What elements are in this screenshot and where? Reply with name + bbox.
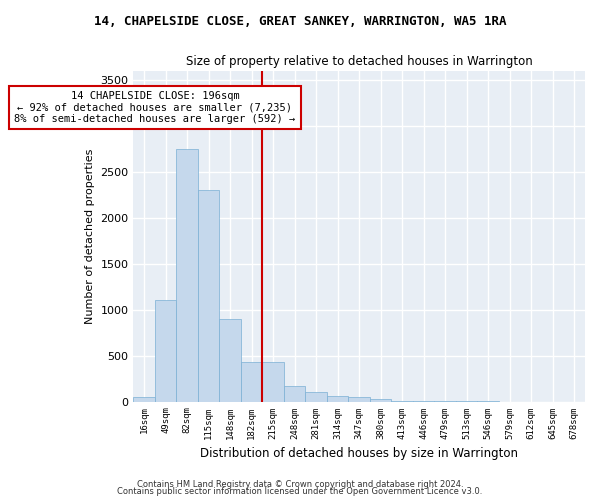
Title: Size of property relative to detached houses in Warrington: Size of property relative to detached ho…	[186, 55, 533, 68]
Text: Contains public sector information licensed under the Open Government Licence v3: Contains public sector information licen…	[118, 487, 482, 496]
Bar	[133, 397, 155, 402]
Text: 14, CHAPELSIDE CLOSE, GREAT SANKEY, WARRINGTON, WA5 1RA: 14, CHAPELSIDE CLOSE, GREAT SANKEY, WARR…	[94, 15, 506, 28]
Bar	[220, 319, 241, 402]
Bar	[198, 190, 220, 402]
Text: 14 CHAPELSIDE CLOSE: 196sqm
← 92% of detached houses are smaller (7,235)
8% of s: 14 CHAPELSIDE CLOSE: 196sqm ← 92% of det…	[14, 91, 296, 124]
Bar	[327, 396, 349, 402]
Bar	[391, 400, 413, 402]
Bar	[155, 300, 176, 402]
Bar	[349, 397, 370, 402]
Bar	[241, 362, 262, 402]
X-axis label: Distribution of detached houses by size in Warrington: Distribution of detached houses by size …	[200, 447, 518, 460]
Bar	[370, 399, 391, 402]
Bar	[262, 362, 284, 402]
Bar	[284, 386, 305, 402]
Text: Contains HM Land Registry data © Crown copyright and database right 2024.: Contains HM Land Registry data © Crown c…	[137, 480, 463, 489]
Bar	[176, 148, 198, 402]
Bar	[305, 392, 327, 402]
Y-axis label: Number of detached properties: Number of detached properties	[85, 148, 95, 324]
